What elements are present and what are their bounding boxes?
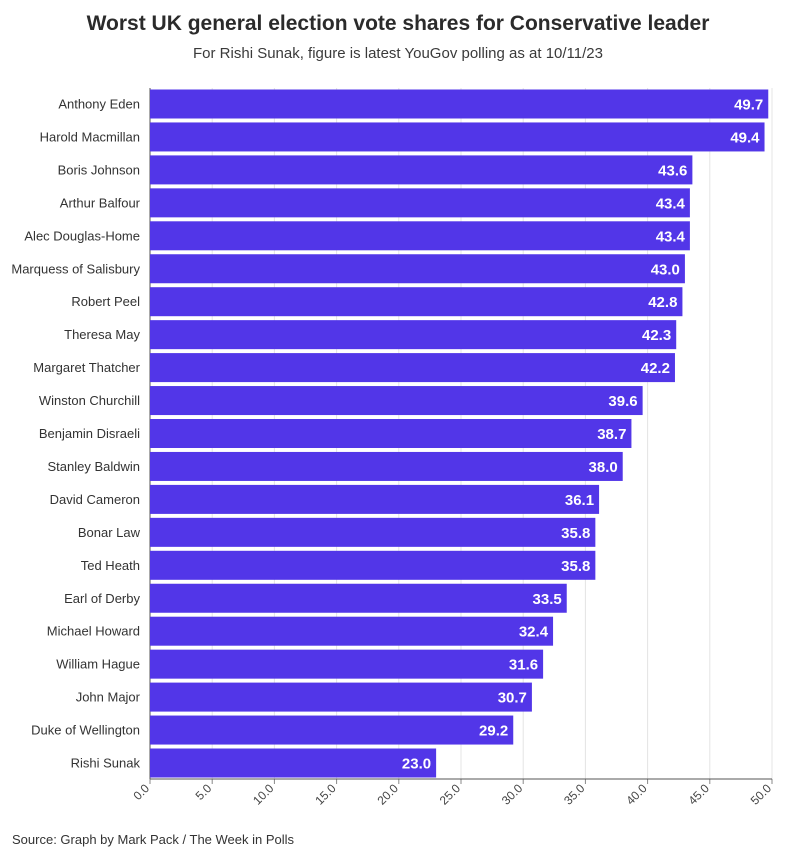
- bar: [150, 122, 765, 152]
- x-tick-label: 20.0: [375, 781, 402, 808]
- bar: [150, 221, 690, 251]
- value-label: 32.4: [519, 624, 549, 641]
- value-label: 49.7: [734, 97, 763, 114]
- value-label: 31.6: [509, 657, 538, 674]
- bar: [150, 517, 596, 547]
- value-label: 42.3: [642, 327, 671, 344]
- category-label: Duke of Wellington: [31, 723, 140, 738]
- bar: [150, 682, 532, 712]
- category-label: Theresa May: [64, 327, 140, 342]
- value-label: 33.5: [533, 591, 562, 608]
- bar: [150, 484, 600, 514]
- category-label: David Cameron: [50, 492, 140, 507]
- value-label: 49.4: [730, 129, 760, 146]
- bar: [150, 155, 693, 185]
- value-label: 35.8: [561, 558, 590, 575]
- category-label: Rishi Sunak: [71, 756, 141, 771]
- x-tick-label: 35.0: [561, 781, 588, 808]
- value-label: 38.0: [589, 459, 618, 476]
- category-label: Ted Heath: [81, 558, 140, 573]
- value-label: 43.4: [656, 195, 686, 212]
- category-label: William Hague: [56, 657, 140, 672]
- category-label: Anthony Eden: [58, 97, 140, 112]
- category-label: John Major: [76, 690, 141, 705]
- bar: [150, 748, 437, 778]
- category-label: Stanley Baldwin: [48, 459, 141, 474]
- x-tick-label: 40.0: [623, 781, 650, 808]
- bar: [150, 550, 596, 580]
- category-label: Earl of Derby: [64, 591, 140, 606]
- category-label: Boris Johnson: [58, 162, 140, 177]
- category-label: Michael Howard: [47, 624, 140, 639]
- x-tick-label: 0.0: [130, 781, 152, 803]
- x-tick-label: 45.0: [686, 781, 713, 808]
- value-label: 43.6: [658, 162, 687, 179]
- bar: [150, 188, 690, 218]
- category-label: Marquess of Salisbury: [11, 261, 140, 276]
- chart-subtitle: For Rishi Sunak, figure is latest YouGov…: [193, 45, 603, 62]
- bar: [150, 287, 683, 317]
- value-label: 42.8: [648, 294, 677, 311]
- x-tick-label: 15.0: [312, 781, 339, 808]
- x-tick-label: 10.0: [250, 781, 277, 808]
- x-tick-label: 30.0: [499, 781, 526, 808]
- bar: [150, 451, 623, 481]
- bar: [150, 616, 554, 646]
- category-label: Winston Churchill: [39, 393, 140, 408]
- value-label: 35.8: [561, 525, 590, 542]
- bar: [150, 320, 677, 350]
- bar: [150, 386, 643, 416]
- value-label: 30.7: [498, 690, 527, 707]
- bar: [150, 649, 544, 679]
- bar: [150, 353, 675, 383]
- category-label: Arthur Balfour: [60, 195, 141, 210]
- bar: [150, 419, 632, 448]
- bar: [150, 583, 567, 613]
- bar: [150, 89, 769, 119]
- x-tick-label: 5.0: [193, 781, 215, 803]
- source-note: Source: Graph by Mark Pack / The Week in…: [12, 832, 295, 847]
- bar: [150, 254, 685, 284]
- category-label: Margaret Thatcher: [33, 360, 140, 375]
- value-label: 38.7: [597, 426, 626, 443]
- category-label: Benjamin Disraeli: [39, 426, 140, 441]
- value-label: 43.4: [656, 228, 686, 245]
- value-label: 42.2: [641, 360, 670, 377]
- value-label: 29.2: [479, 723, 508, 740]
- category-label: Harold Macmillan: [40, 129, 140, 144]
- category-label: Alec Douglas-Home: [24, 228, 140, 243]
- value-label: 23.0: [402, 756, 431, 773]
- category-label: Bonar Law: [78, 525, 141, 540]
- chart-title: Worst UK general election vote shares fo…: [86, 12, 710, 35]
- bar: [150, 715, 514, 745]
- value-label: 39.6: [608, 393, 637, 410]
- x-tick-label: 25.0: [437, 781, 464, 808]
- category-label: Robert Peel: [71, 294, 140, 309]
- x-tick-label: 50.0: [748, 781, 775, 808]
- value-label: 43.0: [651, 261, 680, 278]
- value-label: 36.1: [565, 492, 594, 509]
